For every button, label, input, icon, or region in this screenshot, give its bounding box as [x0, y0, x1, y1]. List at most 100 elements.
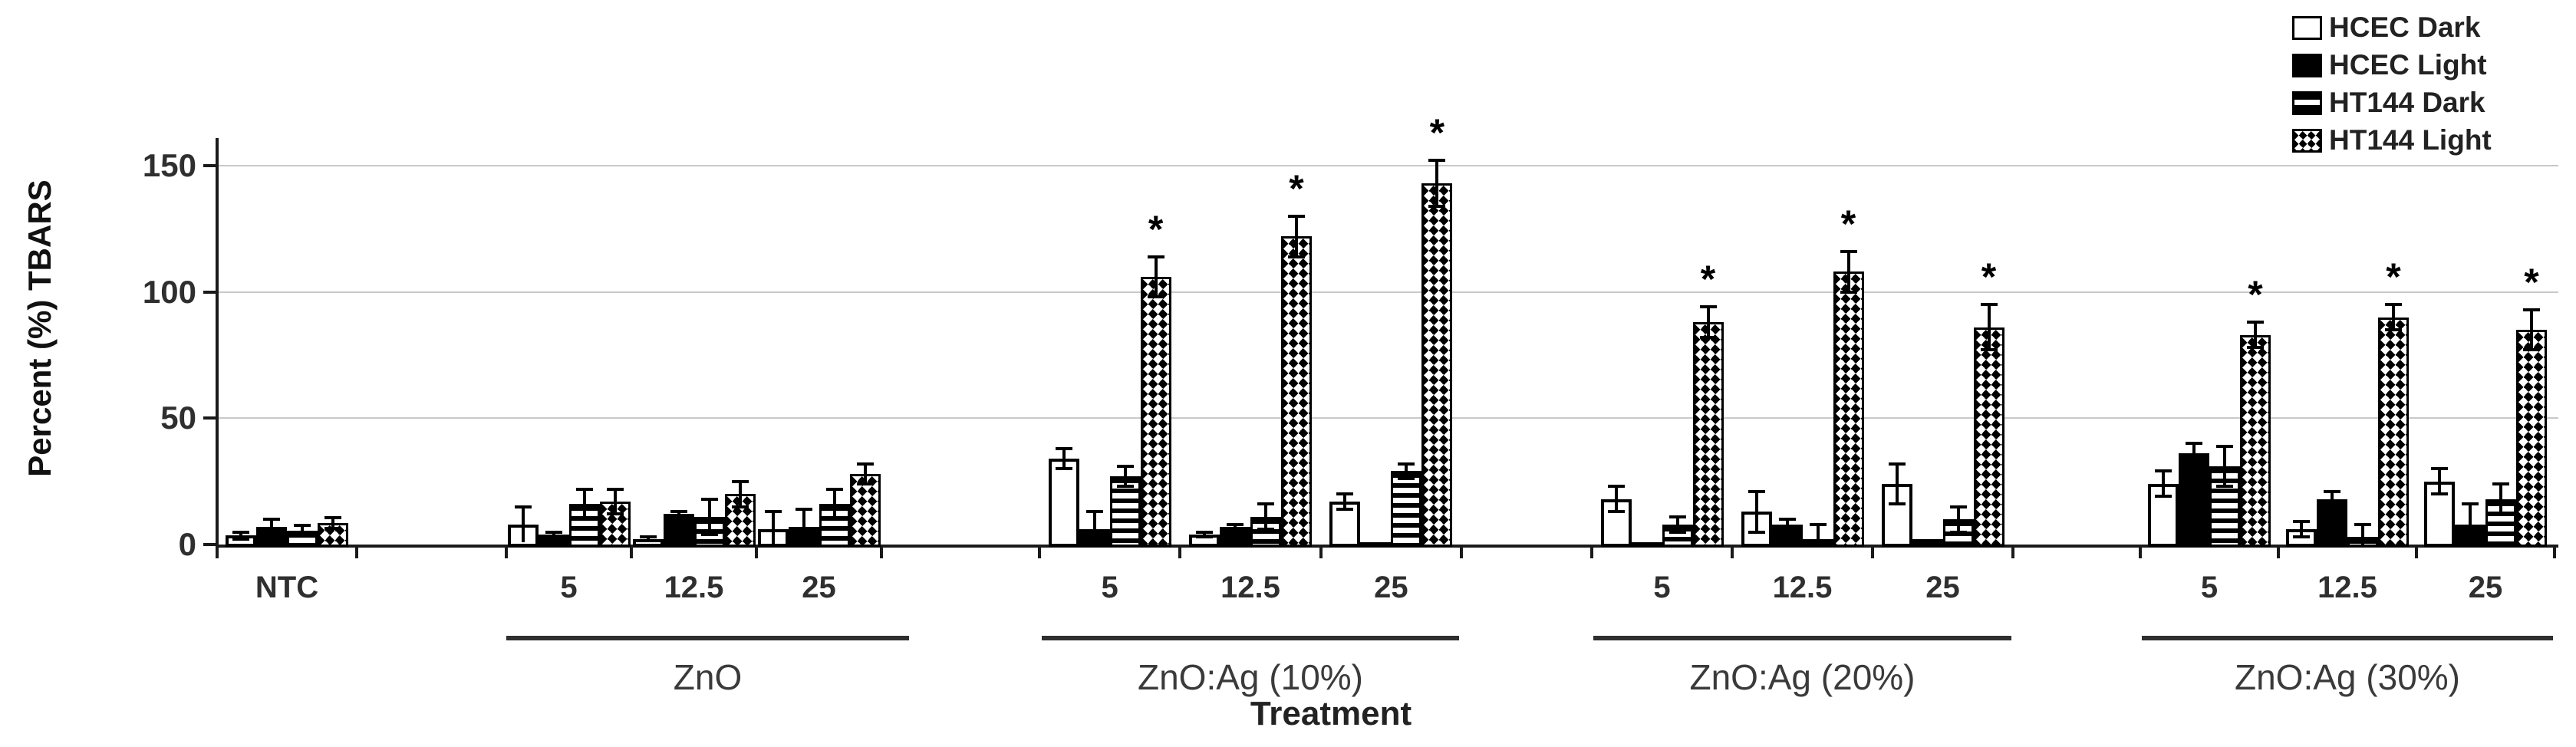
- error-bar-stem: [613, 489, 617, 515]
- bar-hcec-light: [2179, 453, 2209, 547]
- error-bar-cap-top: [2523, 308, 2540, 311]
- bar-hcec-light: [1631, 541, 1662, 547]
- error-bar-stem: [1203, 531, 1206, 538]
- legend-item-ht144-light: HT144 Light: [2292, 123, 2492, 157]
- error-bar-cap-top: [1748, 489, 1765, 493]
- error-bar-stem: [1154, 256, 1158, 298]
- group-title: ZnO:Ag (10%): [1138, 657, 1363, 697]
- legend-label: HT144 Light: [2329, 124, 2492, 156]
- error-bar-cap-bottom: [1196, 535, 1213, 539]
- error-bar-stem: [1343, 494, 1347, 509]
- error-bar-stem: [2223, 446, 2226, 487]
- error-bar-cap-bottom: [2293, 535, 2310, 539]
- error-bar-cap-top: [670, 510, 687, 514]
- error-bar-stem: [677, 512, 680, 517]
- error-bar-cap-top: [1147, 255, 1164, 258]
- error-bar-cap-top: [2324, 489, 2340, 493]
- error-bar-cap-top: [1949, 505, 1967, 508]
- error-bar-cap-top: [1116, 464, 1134, 468]
- error-bar-cap-top: [1288, 214, 1305, 218]
- error-bar-cap-bottom: [856, 482, 874, 485]
- bar-ht144-light: [1281, 236, 1312, 547]
- error-bar-cap-bottom: [1398, 477, 1415, 481]
- error-bar-cap-bottom: [2324, 505, 2340, 508]
- y-axis-tick: [203, 416, 217, 420]
- error-bar-cap-bottom: [670, 515, 687, 518]
- error-bar-stem: [2361, 524, 2364, 545]
- group-title: ZnO:Ag (30%): [2235, 657, 2460, 697]
- error-bar-stem: [2331, 491, 2334, 507]
- error-bar-cap-bottom: [1607, 510, 1625, 514]
- error-bar-stem: [2469, 504, 2472, 545]
- y-axis-title: Percent (%) TBARS: [21, 179, 58, 477]
- x-axis-tick: [755, 548, 758, 558]
- x-category-label: 12.5: [1220, 571, 1280, 604]
- bar-ht144-light: [1421, 183, 1453, 547]
- error-bar-cap-bottom: [2385, 328, 2402, 332]
- error-bar-cap-top: [1085, 510, 1103, 514]
- error-bar-stem: [270, 519, 273, 535]
- error-bar-cap-top: [731, 479, 749, 483]
- error-bar-cap-top: [1336, 492, 1354, 496]
- error-bar-cap-bottom: [2155, 495, 2172, 499]
- error-bar-stem: [1816, 524, 1820, 545]
- x-axis-tick: [1319, 548, 1323, 558]
- bar-hcec-light: [1912, 539, 1943, 547]
- error-bar-stem: [301, 525, 304, 536]
- solid-square-icon: [2292, 53, 2322, 77]
- error-bar-cap-top: [1196, 530, 1213, 534]
- error-bar-cap-top: [2216, 444, 2233, 448]
- error-bar-cap-top: [856, 462, 874, 466]
- error-bar-cap-top: [2492, 482, 2509, 485]
- legend: HCEC Dark HCEC Light HT144 Dark HT144 Li…: [2292, 11, 2492, 157]
- error-bar-stem: [1614, 486, 1618, 512]
- error-bar-cap-bottom: [1778, 528, 1796, 531]
- error-bar-stem: [1987, 304, 1991, 350]
- error-bar-cap-bottom: [1840, 290, 1857, 294]
- x-category-label: 5: [1653, 571, 1671, 604]
- error-bar-cap-top: [1888, 462, 1906, 466]
- error-bar-cap-bottom: [2247, 346, 2264, 350]
- x-axis-tick: [2011, 548, 2014, 558]
- error-bar-cap-bottom: [1748, 530, 1765, 534]
- error-bar-cap-bottom: [2431, 492, 2448, 496]
- significance-asterisk: *: [1700, 258, 1716, 301]
- significance-asterisk: *: [1840, 202, 1856, 245]
- y-tick-label: 0: [178, 526, 196, 562]
- error-bar-cap-top: [1840, 249, 1857, 253]
- bar-ht144-light: [1692, 322, 1724, 547]
- error-bar-stem: [1123, 466, 1127, 487]
- x-axis-tick: [1038, 548, 1041, 558]
- error-bar-cap-bottom: [1949, 530, 1967, 534]
- x-axis-tick: [505, 548, 508, 558]
- significance-asterisk: *: [1289, 166, 1304, 210]
- legend-label: HT144 Dark: [2329, 87, 2485, 118]
- bar-hcec-dark: [1048, 459, 1079, 547]
- group-underline: [1042, 636, 1459, 640]
- x-axis-tick: [2277, 548, 2280, 558]
- error-bar-cap-top: [1607, 485, 1625, 489]
- error-bar-cap-top: [263, 518, 280, 522]
- error-bar-cap-bottom: [1147, 295, 1164, 299]
- error-bar-stem: [331, 518, 334, 528]
- gridline: [219, 165, 2558, 166]
- x-category-label: 5: [560, 571, 578, 604]
- error-bar-cap-top: [575, 487, 593, 491]
- error-bar-cap-top: [545, 530, 562, 534]
- error-bar-stem: [521, 506, 525, 542]
- error-bar-cap-top: [2385, 303, 2402, 307]
- x-axis-title: Treatment: [1250, 695, 1412, 732]
- error-bar-cap-top: [2293, 520, 2310, 524]
- error-bar-cap-bottom: [1699, 335, 1717, 339]
- error-bar-cap-top: [764, 510, 782, 514]
- error-bar-stem: [832, 489, 836, 520]
- error-bar-cap-top: [1055, 446, 1072, 450]
- bar-hcec-dark: [1329, 502, 1361, 547]
- error-bar-stem: [863, 463, 867, 484]
- error-bar-cap-top: [1227, 522, 1244, 526]
- error-bar-cap-top: [639, 535, 657, 539]
- x-axis-tick: [1590, 548, 1593, 558]
- error-bar-cap-bottom: [700, 532, 718, 536]
- error-bar-cap-bottom: [1888, 502, 1906, 506]
